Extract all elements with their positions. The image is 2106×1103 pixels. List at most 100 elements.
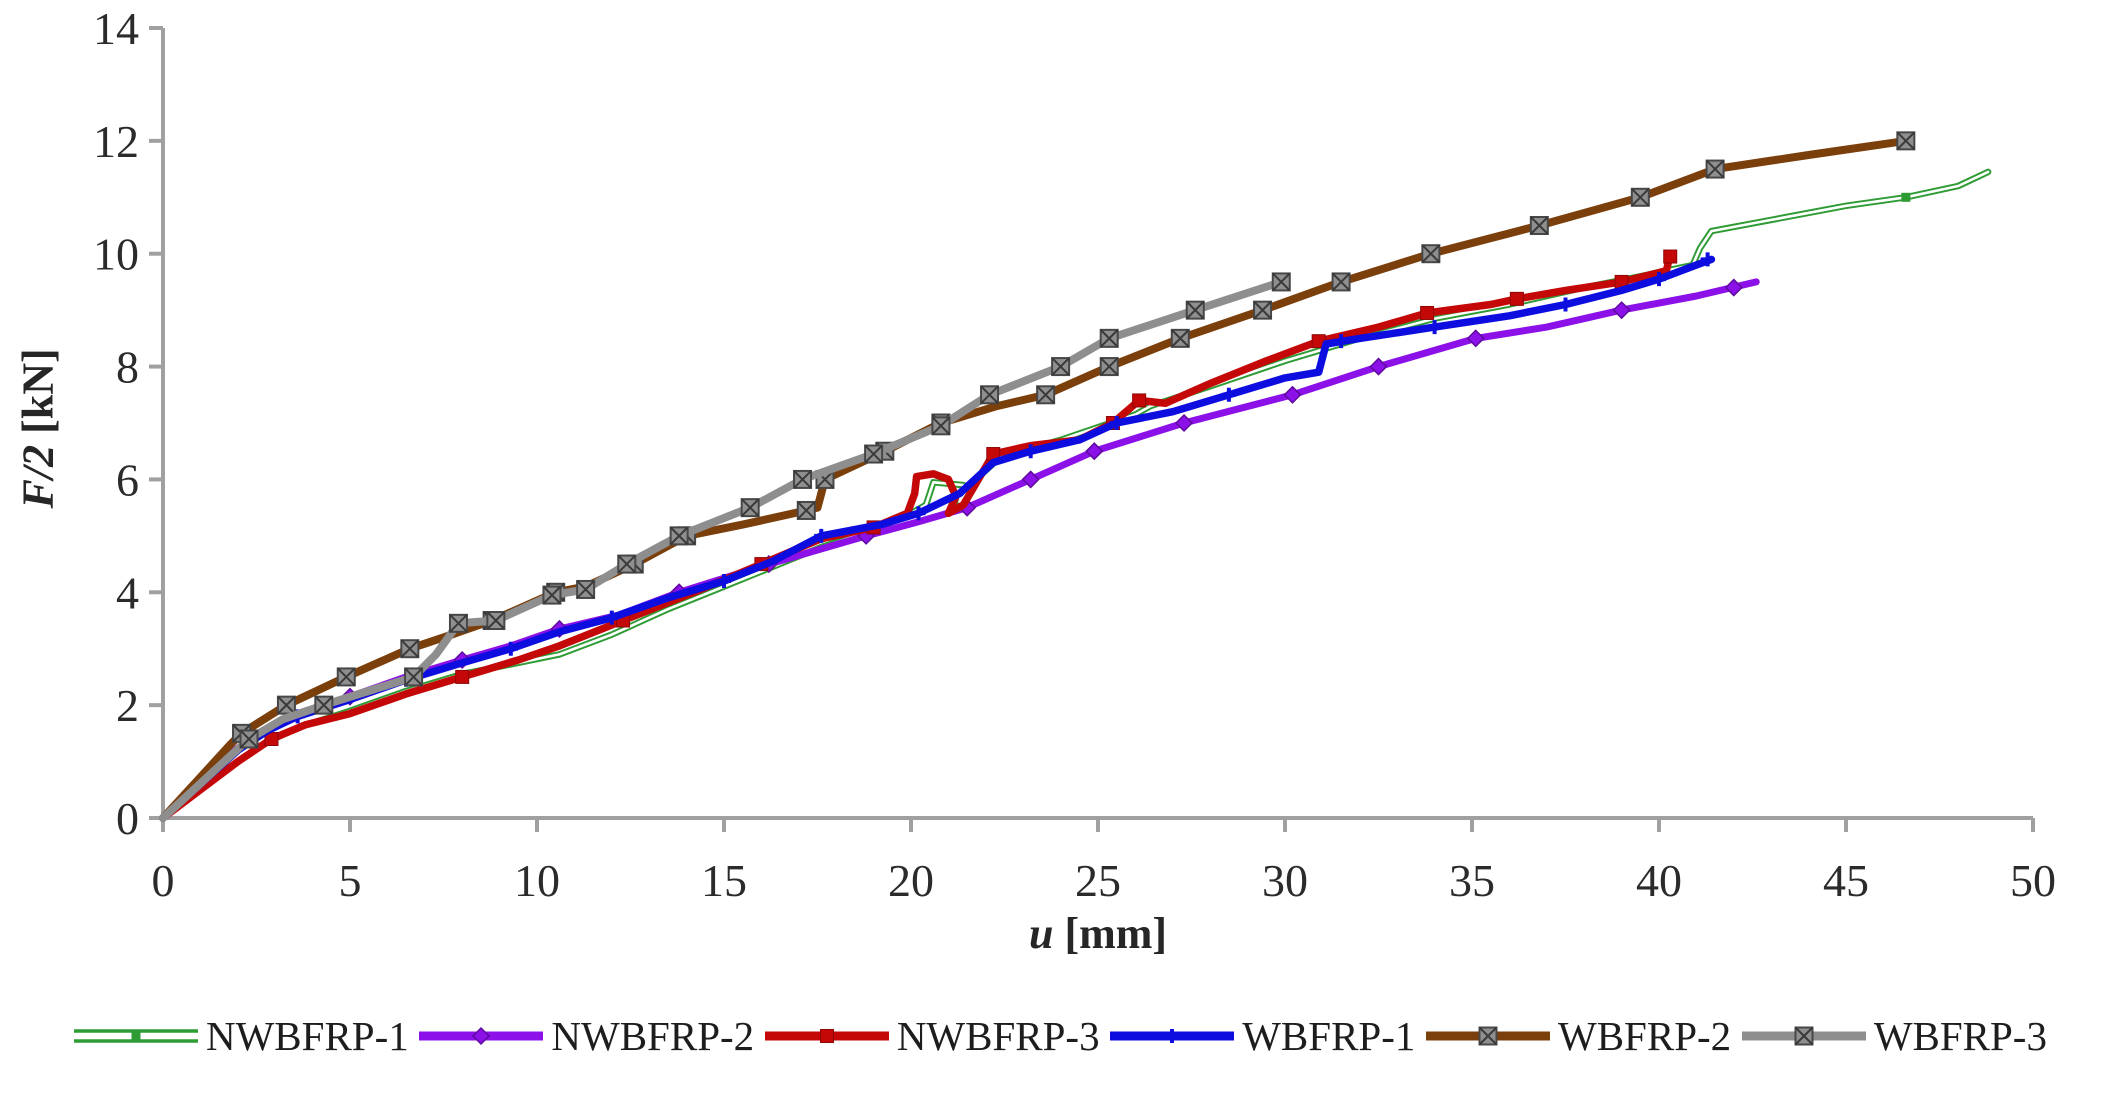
series-line <box>159 168 1992 822</box>
square-x-marker <box>448 613 468 633</box>
legend-item-WBFRP-1: WBFRP-1 <box>1108 1012 1415 1060</box>
legend-item-WBFRP-2: WBFRP-2 <box>1424 1012 1731 1060</box>
y-tick-label: 0 <box>116 793 139 844</box>
y-tick-label: 10 <box>93 229 139 280</box>
series-line-core <box>161 170 1990 820</box>
legend-item-WBFRP-3: WBFRP-3 <box>1740 1012 2047 1060</box>
diamond-marker <box>1466 329 1485 348</box>
legend-label: NWBFRP-2 <box>551 1013 755 1059</box>
y-axis-title-unit: [kN] <box>13 348 63 445</box>
diamond-marker <box>1724 278 1743 297</box>
x-tick-label: 30 <box>1262 855 1308 906</box>
y-tick-label: 12 <box>93 116 139 167</box>
cross-marker <box>911 506 926 521</box>
y-tick-label: 2 <box>116 680 139 731</box>
series-line <box>159 278 1760 822</box>
square-x-marker <box>1051 357 1071 377</box>
square-x-marker <box>740 498 760 518</box>
series-line <box>159 249 1674 822</box>
cross-marker <box>1427 320 1442 335</box>
diamond-marker <box>1085 442 1104 461</box>
y-tick-label: 4 <box>116 567 139 618</box>
square-marker <box>819 1029 834 1043</box>
y-axis-title-symbol: F/2 <box>13 444 63 509</box>
square-x-marker <box>1331 272 1351 292</box>
square-x-marker <box>1478 1026 1498 1046</box>
square-marker <box>1420 305 1435 320</box>
square-x-marker <box>669 526 689 546</box>
legend-item-NWBFRP-2: NWBFRP-2 <box>417 1012 754 1060</box>
x-axis-title-unit: [mm] <box>1053 909 1168 958</box>
square-x-marker <box>1036 385 1056 405</box>
legend-item-NWBFRP-1: NWBFRP-1 <box>72 1012 409 1060</box>
square-x-marker <box>314 695 334 715</box>
x-tick-label: 5 <box>339 855 362 906</box>
y-tick-label: 14 <box>93 3 139 54</box>
square-x-marker <box>1253 300 1273 320</box>
cross-marker <box>814 528 829 543</box>
x-tick-label: 25 <box>1075 855 1121 906</box>
square-x-marker <box>793 469 813 489</box>
square-x-marker <box>486 611 506 630</box>
legend-label: WBFRP-1 <box>1242 1013 1416 1059</box>
legend-label: WBFRP-3 <box>1873 1013 2047 1059</box>
diamond-marker <box>1369 357 1388 376</box>
legend-label: NWBFRP-3 <box>896 1013 1100 1059</box>
x-tick-label: 20 <box>888 855 934 906</box>
legend-label: NWBFRP-1 <box>206 1013 409 1059</box>
series-NWBFRP-3 <box>159 249 1678 822</box>
x-tick-label: 15 <box>701 855 747 906</box>
square-x-marker <box>1170 328 1190 348</box>
square-x-marker <box>576 579 596 599</box>
y-tick-label: 6 <box>116 454 139 505</box>
x-tick-label: 45 <box>1823 855 1869 906</box>
square-x-marker <box>239 729 259 749</box>
square-x-marker <box>1421 244 1441 264</box>
diamond-marker <box>1612 301 1631 320</box>
square-x-marker <box>1185 300 1205 320</box>
legend-swatch <box>764 1029 889 1043</box>
legend: NWBFRP-1 NWBFRP-2 NWBFRP-3 WBFRP-1 WBFRP-2 WB… <box>72 1012 2047 1060</box>
cross-marker <box>1165 1029 1180 1043</box>
square-marker <box>1132 393 1147 408</box>
cross-marker <box>1221 387 1236 402</box>
series-NWBFRP-1 <box>159 168 1992 822</box>
square-marker <box>1509 291 1524 306</box>
cross-marker <box>1023 444 1038 459</box>
series-WBFRP-3 <box>159 272 1291 822</box>
series-line <box>159 277 1286 822</box>
x-tick-label: 10 <box>514 855 560 906</box>
square-x-marker <box>276 695 296 715</box>
legend-swatch <box>419 1026 544 1046</box>
cross-marker <box>503 641 518 656</box>
cross-marker <box>1334 334 1349 349</box>
square-x-marker <box>1529 216 1549 235</box>
square-x-marker <box>796 500 816 520</box>
series-NWBFRP-2 <box>159 278 1760 822</box>
legend-swatch <box>1426 1026 1551 1046</box>
y-tick-label: 8 <box>116 342 139 393</box>
legend-swatch <box>74 1029 198 1043</box>
square-x-marker <box>542 585 562 605</box>
x-tick-label: 40 <box>1636 855 1682 906</box>
square-x-marker <box>617 554 637 574</box>
square-x-marker <box>1099 357 1119 377</box>
square-x-marker <box>1705 159 1725 179</box>
square-x-marker <box>1630 187 1650 207</box>
x-axis-title-symbol: u <box>1028 909 1054 958</box>
x-axis-title: u [mm] <box>878 908 1318 959</box>
axis-lines <box>161 28 2033 820</box>
square-x-marker <box>1099 328 1119 348</box>
legend-label: WBFRP-2 <box>1558 1013 1732 1059</box>
x-tick-label: 35 <box>1449 855 1495 906</box>
square-x-marker <box>1794 1026 1814 1046</box>
diamond-marker <box>1021 470 1040 489</box>
square-x-marker <box>980 385 1000 405</box>
diamond-marker <box>1174 413 1194 433</box>
cross-marker <box>604 610 619 625</box>
legend-item-NWBFRP-3: NWBFRP-3 <box>763 1012 1100 1060</box>
x-tick-label: 50 <box>2010 855 2056 906</box>
cross-marker <box>1652 272 1666 287</box>
